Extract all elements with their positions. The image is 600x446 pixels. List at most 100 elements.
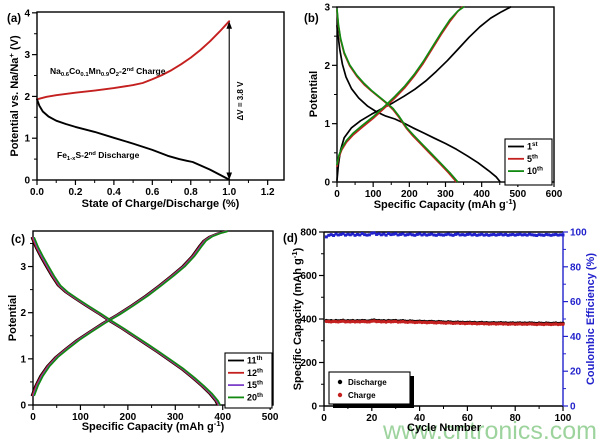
legend-entry: 12th bbox=[247, 367, 263, 377]
y-axis-label: Potential vs. Na/Na+ (V) bbox=[7, 35, 21, 157]
data-point bbox=[554, 232, 558, 236]
data-point bbox=[401, 232, 405, 236]
curve bbox=[31, 230, 226, 397]
y2-tick: 80 bbox=[570, 262, 582, 273]
y2-tick: 100 bbox=[570, 228, 587, 239]
legend-entry: 10th bbox=[527, 166, 543, 176]
x-tick: 500 bbox=[509, 189, 526, 200]
x-tick: 300 bbox=[167, 412, 184, 423]
discharge-curve-label: Fe1-xS-2nd Discharge bbox=[57, 150, 140, 162]
legend-b: 1st 5th 10th bbox=[504, 138, 553, 186]
data-point bbox=[489, 233, 493, 237]
data-point bbox=[528, 232, 532, 236]
x-axis-label: Cycle Number bbox=[407, 422, 482, 434]
data-point bbox=[520, 233, 524, 237]
data-point bbox=[544, 232, 548, 236]
data-point bbox=[358, 233, 362, 237]
y-tick: 2 bbox=[24, 92, 30, 103]
data-point bbox=[523, 233, 527, 237]
data-point bbox=[451, 233, 455, 237]
y2-tick: 60 bbox=[570, 297, 582, 308]
data-point bbox=[430, 232, 434, 236]
y2-tick: 40 bbox=[570, 332, 582, 343]
panel-letter-d: (d) bbox=[283, 233, 298, 245]
x-tick: 40 bbox=[414, 413, 426, 424]
data-point bbox=[418, 232, 422, 236]
legend-entry: 15th bbox=[247, 380, 263, 390]
legend-entry: Charge bbox=[348, 391, 376, 400]
y-tick: 0 bbox=[24, 176, 30, 187]
data-point bbox=[406, 233, 410, 237]
x-tick: 300 bbox=[437, 189, 454, 200]
y2-axis-label: Coulombic Efficiency (%) bbox=[585, 253, 597, 385]
data-point bbox=[379, 233, 383, 237]
data-point bbox=[434, 233, 438, 237]
data-point bbox=[415, 232, 419, 236]
data-point bbox=[480, 232, 484, 236]
x-tick: 1.0 bbox=[222, 187, 236, 198]
legend-entry: Discharge bbox=[348, 378, 387, 387]
data-point bbox=[437, 232, 441, 236]
curve bbox=[336, 6, 463, 168]
data-point bbox=[547, 233, 551, 237]
data-point bbox=[387, 232, 391, 236]
data-point bbox=[348, 233, 352, 237]
x-tick: 60 bbox=[462, 413, 474, 424]
data-point bbox=[396, 233, 400, 237]
data-point bbox=[403, 233, 407, 237]
y-tick: 3 bbox=[20, 262, 26, 273]
curve bbox=[33, 230, 228, 397]
data-point bbox=[365, 233, 369, 237]
data-point bbox=[508, 233, 512, 237]
data-point bbox=[329, 233, 333, 237]
data-point bbox=[453, 232, 457, 236]
x-tick: 0.6 bbox=[145, 187, 159, 198]
data-point bbox=[363, 233, 367, 237]
data-point bbox=[382, 232, 386, 236]
data-point bbox=[518, 232, 522, 236]
data-point bbox=[449, 233, 453, 237]
data-point bbox=[413, 233, 417, 237]
curve bbox=[336, 24, 501, 183]
data-point bbox=[496, 233, 500, 237]
x-tick: 0.8 bbox=[184, 187, 198, 198]
x-tick: 80 bbox=[510, 413, 522, 424]
x-tick: 20 bbox=[366, 413, 378, 424]
x-tick: 100 bbox=[555, 413, 572, 424]
data-point bbox=[470, 233, 474, 237]
data-point bbox=[341, 232, 345, 236]
y-tick: 0 bbox=[311, 402, 317, 413]
y-tick: 4 bbox=[24, 8, 30, 19]
delta-v-annotation: ΔV = 3.8 V bbox=[236, 81, 245, 121]
data-point bbox=[556, 233, 560, 237]
data-point bbox=[370, 231, 374, 235]
y-tick: 1 bbox=[20, 354, 26, 365]
data-point bbox=[542, 233, 546, 237]
data-point bbox=[377, 232, 381, 236]
x-tick: 500 bbox=[262, 412, 279, 423]
data-point bbox=[532, 233, 536, 237]
panel-a: 0.0 0.2 0.4 0.6 0.8 1.0 1.2 0 1 2 3 4 State of Charg… bbox=[7, 8, 285, 210]
data-point bbox=[339, 232, 343, 236]
data-point bbox=[516, 233, 520, 237]
x-tick: 200 bbox=[401, 189, 418, 200]
data-point bbox=[375, 232, 379, 236]
panel-b: 0 100 200 300 400 500 600 0 1 2 3 Specific Capacity… bbox=[304, 3, 563, 212]
data-point bbox=[351, 232, 355, 236]
y-tick: 0 bbox=[20, 401, 26, 412]
data-point bbox=[506, 233, 510, 237]
y-tick: 800 bbox=[300, 228, 317, 239]
data-point bbox=[561, 322, 565, 326]
data-point bbox=[456, 232, 460, 236]
data-point bbox=[324, 235, 328, 239]
y-axis-label: Potential bbox=[308, 71, 320, 117]
legend-c: 11th 12th 15th 20th bbox=[224, 352, 273, 409]
data-point bbox=[477, 233, 481, 237]
data-point bbox=[344, 233, 348, 237]
y-tick: 3 bbox=[324, 3, 330, 14]
data-point bbox=[465, 232, 469, 236]
legend-entry: 11th bbox=[247, 355, 263, 365]
data-point bbox=[482, 233, 486, 237]
curve bbox=[336, 8, 459, 183]
data-point bbox=[530, 233, 534, 237]
